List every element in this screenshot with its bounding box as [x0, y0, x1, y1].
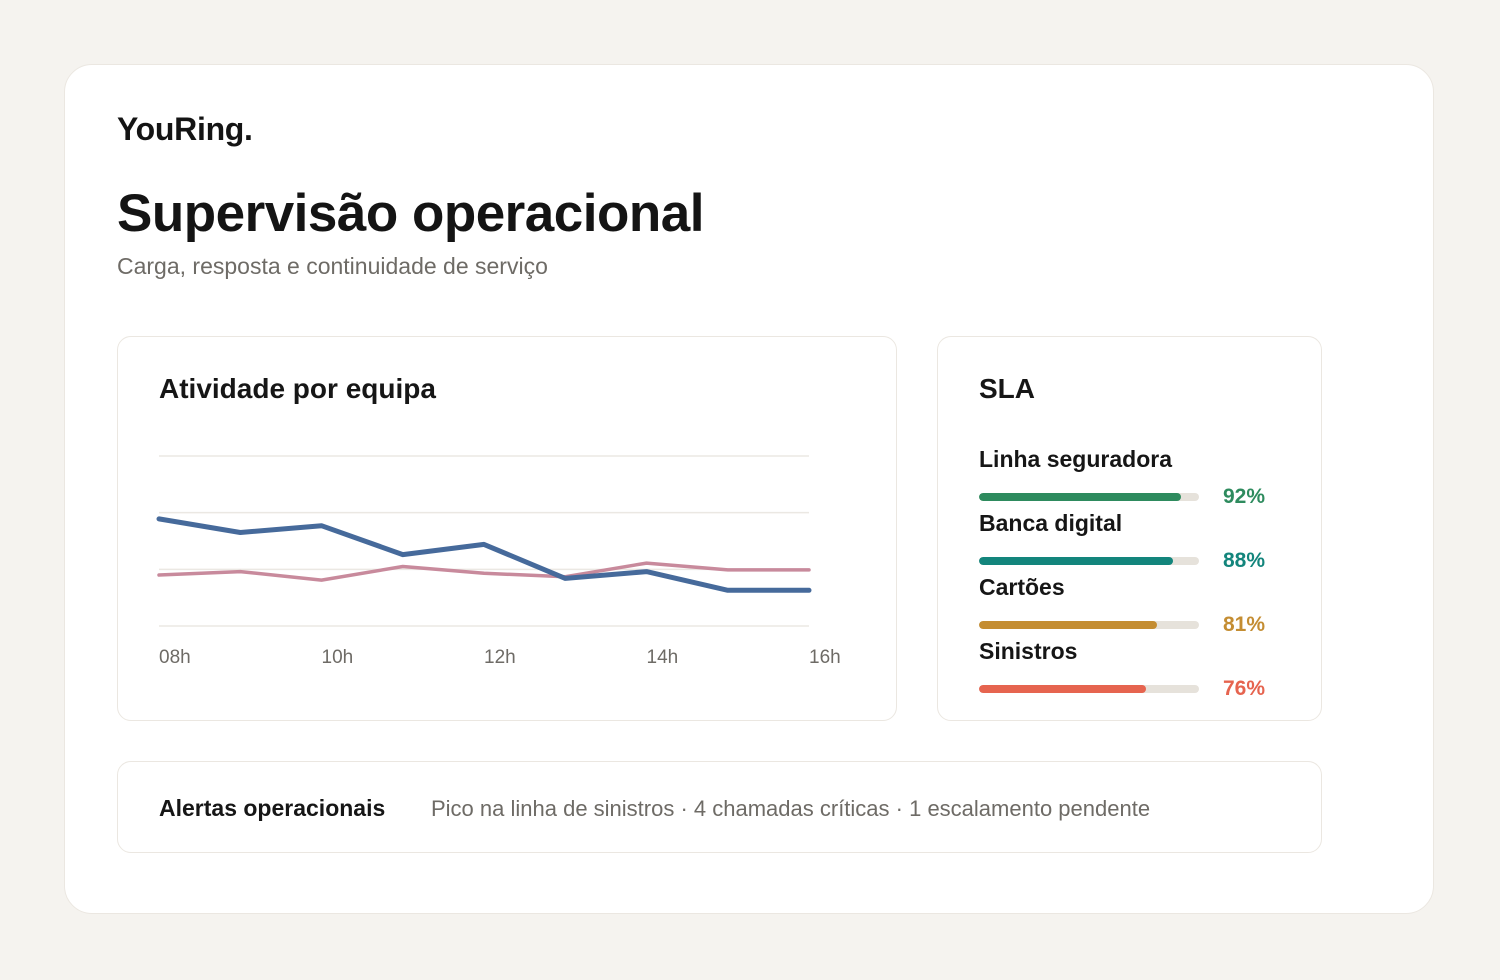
page-subtitle: Carga, resposta e continuidade de serviç…	[117, 253, 548, 279]
alerts-text: Pico na linha de sinistros · 4 chamadas …	[431, 796, 1151, 821]
sla-progress-track	[979, 685, 1199, 693]
sla-label: Banca digital	[979, 510, 1123, 536]
chart-series-line-1	[156, 516, 812, 593]
chart-x-tick-label: 10h	[322, 647, 354, 668]
sla-label: Sinistros	[979, 638, 1078, 664]
chart-x-tick-label: 14h	[647, 647, 679, 668]
sla-item-sinistros: Sinistros 76%	[979, 637, 1299, 701]
sla-progress-fill	[979, 685, 1147, 693]
sla-value: 92%	[1223, 485, 1266, 508]
activity-title: Atividade por equipa	[159, 373, 436, 404]
brand-logo[interactable]: YouRing.	[117, 111, 253, 147]
sla-title: SLA	[979, 373, 1035, 404]
sla-value: 76%	[1223, 677, 1266, 700]
sla-list: Linha seguradora 92% Banca digital 88% C…	[979, 445, 1299, 701]
sla-progress-fill	[979, 621, 1158, 629]
sla-value: 81%	[1223, 613, 1266, 636]
chart-x-tick-label: 16h	[809, 647, 841, 668]
sla-item-banca-digital: Banca digital 88%	[979, 509, 1299, 573]
sla-label: Linha seguradora	[979, 446, 1172, 472]
sla-progress-track	[979, 493, 1199, 501]
activity-panel: Atividade por equipa 08h 10h 12h 14h 16h	[117, 336, 897, 721]
sla-progress-track	[979, 621, 1199, 629]
sla-value: 88%	[1223, 549, 1266, 572]
page-title: Supervisão operacional	[117, 184, 704, 243]
sla-progress-track	[979, 557, 1199, 565]
sla-progress-fill	[979, 493, 1182, 501]
chart-x-tick-label: 08h	[159, 647, 191, 668]
chart-series-line-2	[157, 561, 811, 582]
sla-label: Cartões	[979, 574, 1065, 600]
main-card: YouRing. Supervisão operacional Carga, r…	[64, 64, 1434, 914]
alerts-panel: Alertas operacionais Pico na linha de si…	[117, 761, 1322, 853]
sla-panel: SLA Linha seguradora 92% Banca digital 8…	[937, 336, 1322, 721]
chart-x-tick-label: 12h	[484, 647, 516, 668]
sla-item-linha-seguradora: Linha seguradora 92%	[979, 445, 1299, 509]
activity-line-chart: 08h 10h 12h 14h 16h	[156, 455, 841, 668]
sla-progress-fill	[979, 557, 1173, 565]
sla-item-cartoes: Cartões 81%	[979, 573, 1299, 637]
alerts-title: Alertas operacionais	[159, 795, 386, 821]
